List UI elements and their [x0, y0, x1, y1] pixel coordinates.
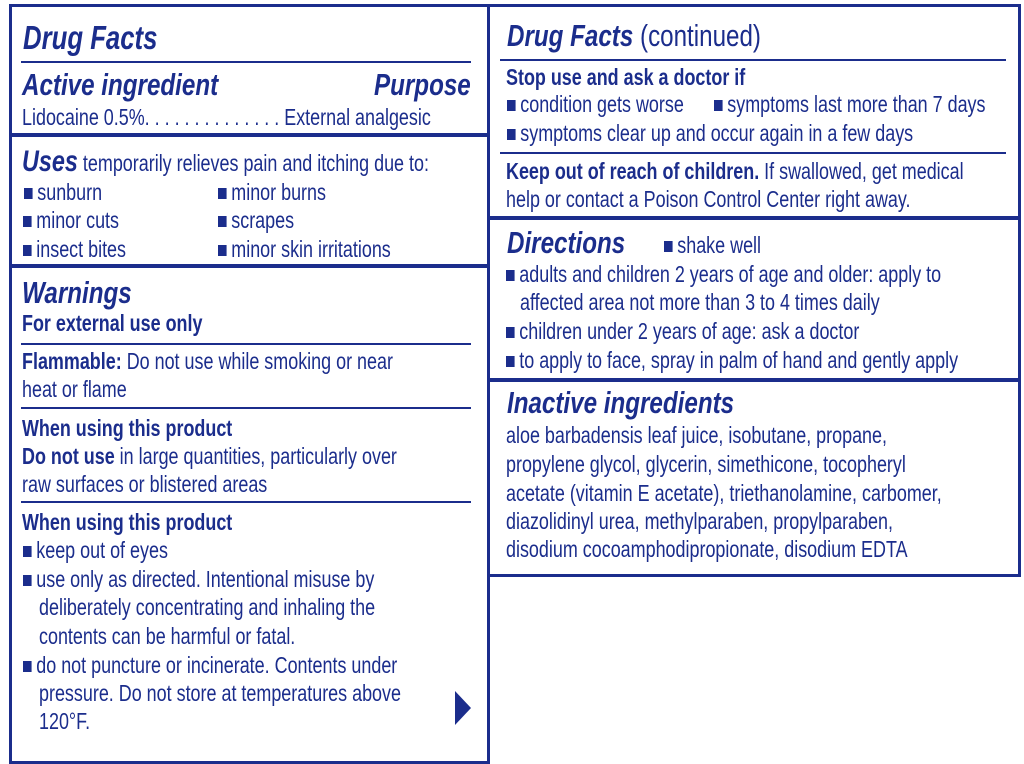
bullet-icon [507, 129, 516, 140]
divider [21, 343, 471, 345]
directions-item-text: children under 2 years of age: ask a doc… [519, 318, 860, 344]
inactive-ingredients-header: Inactive ingredients [507, 385, 735, 420]
bullet-icon [506, 270, 515, 281]
purpose-header: Purpose [374, 67, 471, 102]
external-use-only: For external use only [22, 310, 203, 336]
divider [21, 407, 471, 409]
inactive-ingredients-line: disodium cocoamphodipropionate, disodium… [506, 536, 908, 562]
drug-facts-title: Drug Facts [23, 19, 158, 56]
uses-item: minor skin irritations [218, 235, 391, 263]
inactive-ingredients-line: aloe barbadensis leaf juice, isobutane, … [506, 422, 888, 448]
drug-facts-continued-title: Drug Facts (continued) [507, 18, 761, 54]
divider [21, 501, 471, 503]
uses-item-text: insect bites [36, 236, 127, 262]
warnings-header: Warnings [22, 275, 132, 310]
uses-item: scrapes [218, 206, 294, 234]
uses-header: Uses [22, 145, 78, 178]
stop-use-item-text: symptoms last more than 7 days [727, 91, 986, 117]
divider [500, 59, 1006, 61]
flammable-text: Do not use while smoking or near [121, 348, 393, 374]
warning-item: use only as directed. Intentional misuse… [23, 565, 374, 593]
uses-item-text: scrapes [231, 207, 295, 233]
directions-item: children under 2 years of age: ask a doc… [506, 317, 859, 345]
stop-use-item: symptoms clear up and occur again in a f… [507, 119, 913, 147]
keep-out-text: If swallowed, get medical [759, 158, 964, 184]
warning-item-cont: contents can be harmful or fatal. [39, 623, 296, 649]
bullet-icon [714, 100, 723, 111]
section-divider [487, 216, 1021, 220]
active-ingredient-line: Lidocaine 0.5%. . . . . . . . . . . . . … [22, 104, 431, 130]
directions-item-text: adults and children 2 years of age and o… [519, 261, 942, 287]
warning-item: do not puncture or incinerate. Contents … [23, 651, 397, 679]
stop-use-item-text: condition gets worse [520, 91, 684, 117]
directions-header: Directions [507, 225, 626, 260]
directions-item: adults and children 2 years of age and o… [506, 260, 941, 288]
bullet-icon [506, 327, 515, 338]
section-divider [9, 264, 490, 268]
divider [500, 152, 1006, 154]
title-suffix: (continued) [633, 18, 761, 53]
directions-item: shake well [664, 231, 761, 259]
warning-item: keep out of eyes [23, 536, 168, 564]
flammable-warning: Flammable: Do not use while smoking or n… [22, 347, 393, 375]
warning-item-text: keep out of eyes [36, 537, 168, 563]
warning-item-cont: deliberately concentrating and inhaling … [39, 594, 376, 620]
directions-item-text: shake well [677, 232, 762, 258]
bullet-icon [218, 188, 227, 199]
do-not-use-text: in large quantities, particularly over [114, 443, 397, 469]
uses-item: sunburn [24, 178, 102, 206]
directions-item: to apply to face, spray in palm of hand … [506, 346, 958, 374]
uses-item-text: minor burns [231, 179, 326, 205]
warning-item-cont: pressure. Do not store at temperatures a… [39, 680, 401, 706]
flammable-label: Flammable: [22, 348, 122, 374]
bullet-icon [664, 241, 673, 252]
bullet-icon [507, 100, 516, 111]
bullet-icon [506, 356, 515, 367]
keep-out-warning-cont: help or contact a Poison Control Center … [506, 186, 911, 212]
inactive-ingredients-line: acetate (vitamin E acetate), triethanola… [506, 480, 942, 506]
uses-item-text: minor cuts [36, 207, 120, 233]
keep-out-label: Keep out of reach of children. [506, 158, 760, 184]
stop-use-item: symptoms last more than 7 days [714, 90, 986, 118]
section-divider [487, 378, 1021, 382]
do-not-use-label: Do not use [22, 443, 115, 469]
bullet-icon [23, 661, 32, 672]
when-using-header: When using this product [22, 415, 233, 441]
when-using-header: When using this product [22, 509, 233, 535]
inactive-ingredients-line: diazolidinyl urea, methylparaben, propyl… [506, 508, 893, 534]
bullet-icon [24, 188, 33, 199]
title-main: Drug Facts [507, 18, 634, 53]
stop-use-item-text: symptoms clear up and occur again in a f… [520, 120, 914, 146]
divider [21, 61, 471, 63]
warning-item-text: use only as directed. Intentional misuse… [36, 566, 375, 592]
warning-item-cont: 120°F. [39, 708, 91, 734]
continue-arrow-icon [455, 691, 471, 725]
drug-facts-right-panel [487, 4, 1021, 577]
stop-use-header: Stop use and ask a doctor if [506, 64, 746, 90]
bullet-icon [23, 245, 32, 256]
uses-item: minor burns [218, 178, 326, 206]
bullet-icon [218, 216, 227, 227]
section-divider [9, 133, 490, 137]
uses-item: insect bites [23, 235, 126, 263]
stop-use-item: condition gets worse [507, 90, 684, 118]
uses-item-text: sunburn [37, 179, 103, 205]
warning-item-text: do not puncture or incinerate. Contents … [36, 652, 398, 678]
directions-item-text: to apply to face, spray in palm of hand … [519, 347, 959, 373]
uses-item-text: minor skin irritations [231, 236, 391, 262]
bullet-icon [218, 245, 227, 256]
flammable-warning-cont: heat or flame [22, 376, 127, 402]
uses-item: minor cuts [23, 206, 119, 234]
directions-item-cont: affected area not more than 3 to 4 times… [520, 289, 880, 315]
uses-line: Uses temporarily relieves pain and itchi… [22, 145, 429, 178]
bullet-icon [23, 575, 32, 586]
bullet-icon [23, 546, 32, 557]
uses-intro: temporarily relieves pain and itching du… [77, 150, 429, 176]
do-not-use-warning: Do not use in large quantities, particul… [22, 442, 397, 470]
do-not-use-warning-cont: raw surfaces or blistered areas [22, 471, 268, 497]
bullet-icon [23, 216, 32, 227]
keep-out-warning: Keep out of reach of children. If swallo… [506, 157, 964, 185]
inactive-ingredients-line: propylene glycol, glycerin, simethicone,… [506, 451, 906, 477]
active-ingredient-header: Active ingredient [22, 67, 219, 102]
